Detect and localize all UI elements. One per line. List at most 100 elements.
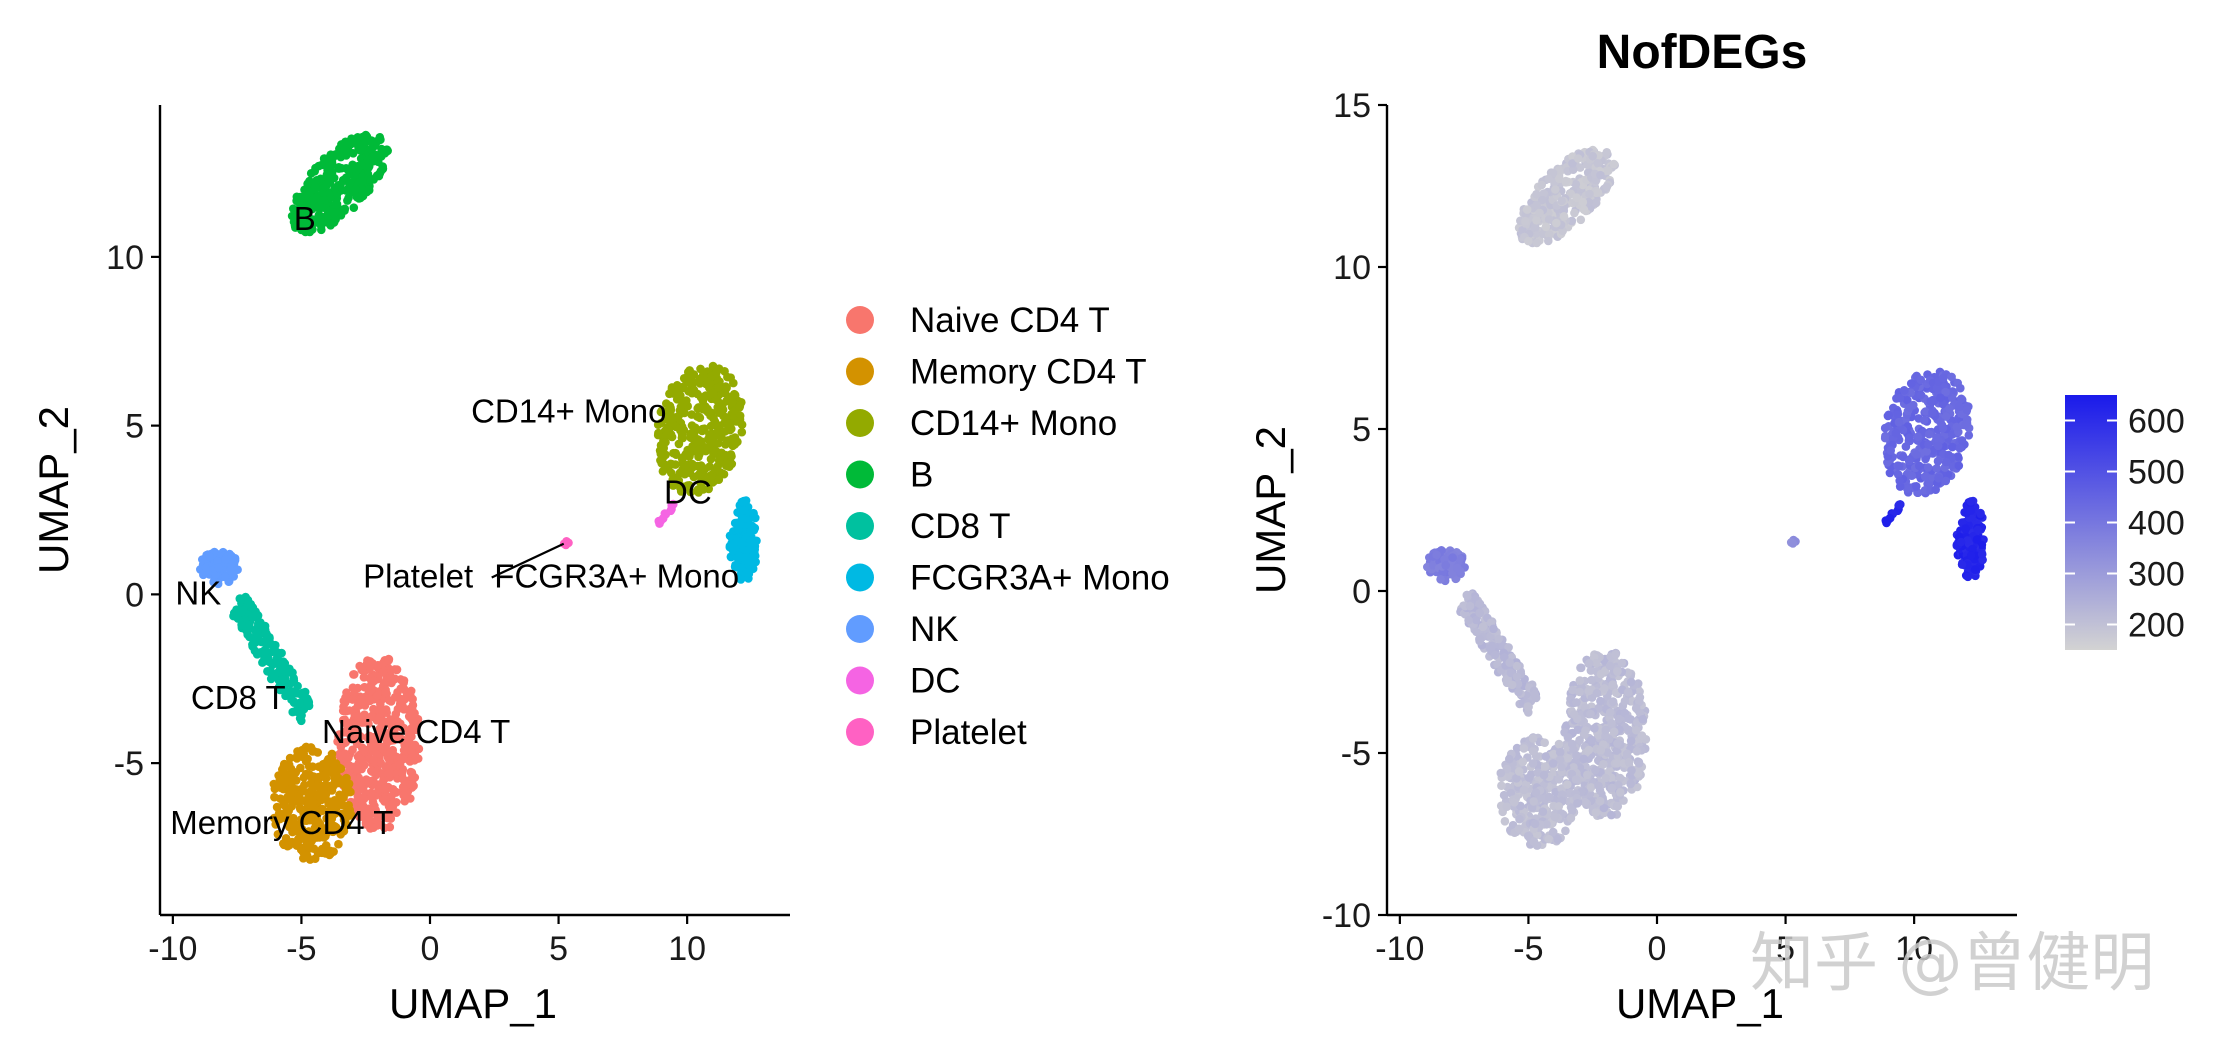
legend-label: Memory CD4 T bbox=[910, 353, 1147, 392]
point bbox=[344, 786, 354, 795]
point bbox=[237, 620, 246, 630]
legend-swatch bbox=[846, 615, 874, 643]
point bbox=[676, 391, 685, 400]
point bbox=[349, 203, 359, 212]
point bbox=[1584, 659, 1594, 668]
point bbox=[730, 433, 740, 442]
point bbox=[730, 389, 739, 399]
point bbox=[728, 441, 738, 451]
point bbox=[296, 845, 306, 854]
nofdegs-memory-cd4-t bbox=[1496, 733, 1583, 850]
point bbox=[389, 799, 398, 809]
point bbox=[685, 481, 694, 490]
point bbox=[1567, 739, 1577, 749]
y-axis-title: UMAP_2 bbox=[1247, 426, 1294, 594]
point bbox=[390, 665, 400, 674]
point bbox=[386, 814, 396, 823]
cluster-memory-cd4-t bbox=[269, 742, 356, 864]
x-tick-label: -10 bbox=[148, 930, 197, 968]
point bbox=[346, 811, 355, 820]
point bbox=[1941, 387, 1950, 397]
nofdegs-cd14-mono bbox=[1880, 367, 1974, 498]
point bbox=[743, 567, 753, 577]
point bbox=[735, 401, 745, 411]
point bbox=[364, 185, 374, 195]
point bbox=[314, 210, 324, 220]
point bbox=[1572, 698, 1581, 707]
point bbox=[1497, 781, 1506, 790]
point bbox=[1530, 223, 1540, 232]
point bbox=[1523, 702, 1533, 711]
point bbox=[358, 176, 367, 186]
y-tick-label: -5 bbox=[114, 745, 144, 783]
point bbox=[321, 769, 331, 779]
point bbox=[405, 757, 415, 766]
point bbox=[1538, 807, 1548, 816]
point bbox=[1893, 470, 1903, 479]
legend-item: B bbox=[846, 456, 933, 495]
point bbox=[1973, 525, 1983, 535]
point bbox=[330, 773, 339, 783]
cluster-fcgr3a-mono bbox=[725, 496, 761, 584]
point bbox=[680, 469, 690, 479]
point bbox=[278, 664, 288, 674]
point bbox=[1530, 819, 1540, 829]
y-tick-label: 15 bbox=[1333, 87, 1371, 125]
point bbox=[1462, 590, 1472, 600]
legend-label: Platelet bbox=[910, 713, 1027, 752]
nofdegs-dc bbox=[1881, 500, 1905, 528]
point bbox=[1596, 746, 1606, 755]
point bbox=[352, 765, 362, 774]
point bbox=[1537, 180, 1546, 190]
point bbox=[328, 765, 338, 775]
point bbox=[655, 519, 664, 528]
point bbox=[1585, 189, 1594, 199]
point bbox=[1544, 834, 1554, 844]
point bbox=[317, 219, 327, 228]
point bbox=[369, 704, 378, 714]
point bbox=[327, 786, 337, 795]
point bbox=[269, 779, 279, 789]
point bbox=[1544, 230, 1554, 239]
point bbox=[1915, 461, 1924, 471]
point bbox=[1966, 506, 1976, 515]
point bbox=[325, 206, 334, 216]
point bbox=[291, 768, 301, 777]
point bbox=[368, 809, 378, 818]
point bbox=[1506, 668, 1516, 678]
point bbox=[1611, 650, 1620, 659]
point bbox=[366, 144, 376, 154]
point bbox=[332, 199, 342, 209]
cluster-platelet bbox=[559, 537, 573, 550]
point bbox=[363, 733, 372, 742]
point bbox=[367, 712, 377, 721]
point bbox=[1489, 624, 1498, 634]
point bbox=[1510, 798, 1519, 807]
point bbox=[275, 775, 285, 785]
point bbox=[1603, 748, 1612, 757]
point bbox=[1956, 537, 1966, 547]
point bbox=[1528, 734, 1538, 743]
point bbox=[235, 594, 245, 603]
legend-item: CD8 T bbox=[846, 507, 1011, 546]
point bbox=[296, 710, 306, 719]
point bbox=[317, 160, 327, 170]
point bbox=[384, 656, 394, 665]
point bbox=[1548, 759, 1558, 768]
x-tick-label: 5 bbox=[1776, 930, 1795, 968]
point bbox=[1898, 452, 1908, 462]
point bbox=[1593, 188, 1603, 197]
point bbox=[750, 551, 760, 561]
point bbox=[1596, 696, 1605, 706]
point bbox=[387, 723, 397, 732]
point bbox=[666, 406, 676, 415]
x-tick-label: 0 bbox=[1648, 930, 1667, 968]
point bbox=[1505, 658, 1514, 667]
point bbox=[1568, 165, 1578, 174]
point bbox=[1465, 601, 1475, 611]
point bbox=[1578, 197, 1588, 207]
point bbox=[1607, 810, 1616, 820]
point bbox=[1490, 650, 1500, 660]
point bbox=[1920, 472, 1930, 482]
x-axis-title: UMAP_1 bbox=[389, 980, 557, 1027]
